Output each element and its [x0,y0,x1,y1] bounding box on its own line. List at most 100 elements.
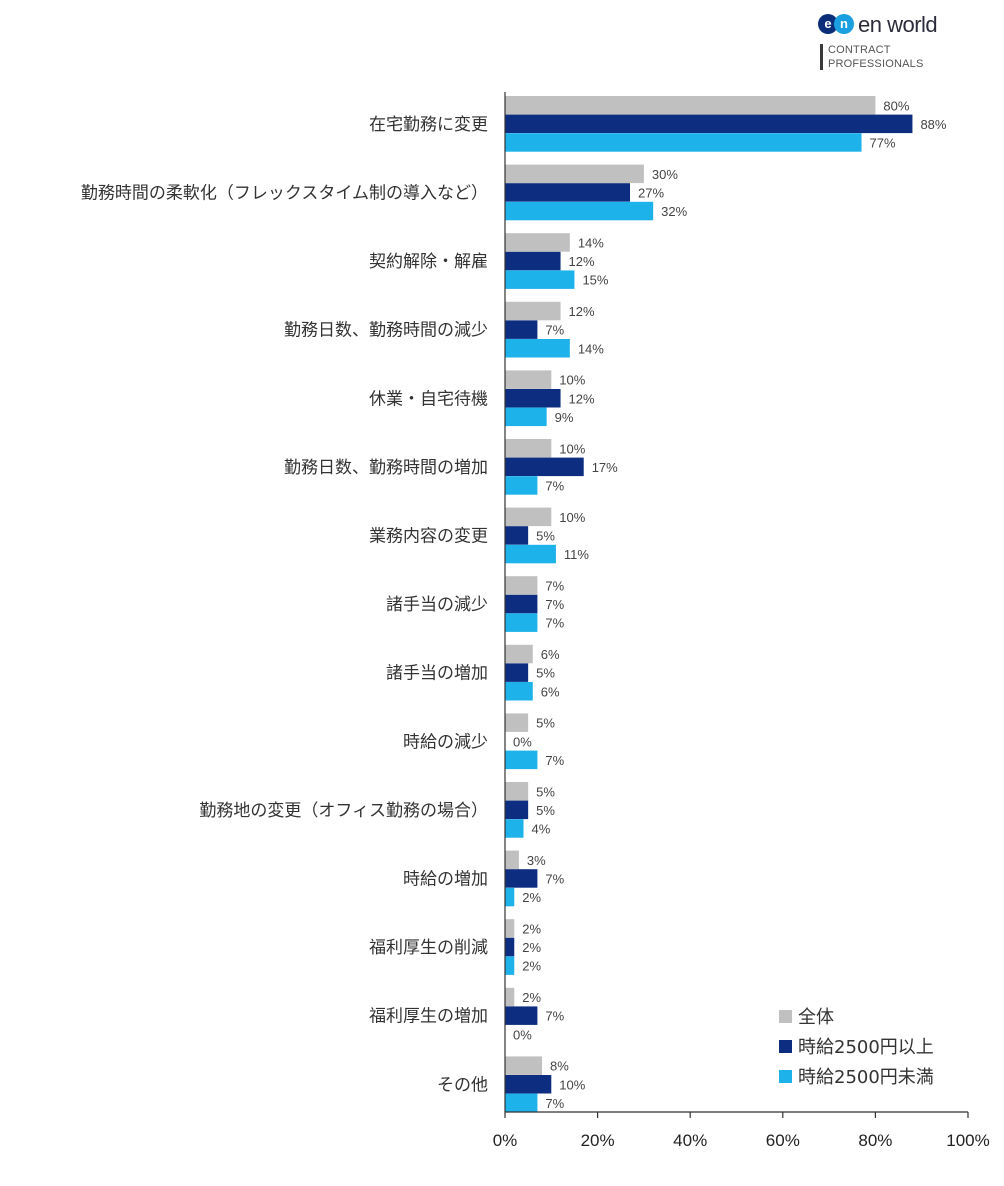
data-label: 7% [545,323,564,338]
logo-divider [820,44,823,70]
bar-series-2 [505,800,529,820]
data-label: 14% [578,235,604,250]
bar-series-3 [505,407,547,427]
data-label: 10% [559,441,585,456]
category-label: 勤務日数、勤務時間の減少 [284,321,488,341]
category-label: 時給の減少 [403,732,488,752]
category-label: 勤務地の変更（オフィス勤務の場合） [199,801,488,821]
data-label: 0% [513,734,532,749]
logo-subline-2: PROFESSIONALS [828,58,924,70]
legend-swatch-2 [779,1040,792,1053]
bar-series-1 [505,987,515,1007]
category-label: 福利厚生の増加 [369,1007,488,1027]
data-label: 3% [527,853,546,868]
bar-series-1 [505,370,552,389]
category-label: 在宅勤務に変更 [369,115,488,135]
logo-mark-n: n [834,14,854,34]
bar-series-3 [505,201,654,221]
data-label: 7% [545,871,564,886]
legend-label-2: 時給2500円以上 [798,1037,934,1058]
data-label: 12% [569,254,595,269]
bar-series-1 [505,96,876,115]
x-tick-label: 40% [673,1131,707,1150]
data-label: 88% [920,117,946,132]
category-label: 時給の増加 [403,869,488,889]
data-label: 80% [883,98,909,113]
data-label: 5% [536,716,555,731]
bar-series-1 [505,782,529,801]
data-label: 77% [870,135,896,150]
bar-series-1 [505,233,570,252]
bar-series-2 [505,251,561,271]
bar-series-2 [505,183,631,202]
bar-series-1 [505,576,538,595]
bar-series-2 [505,114,913,134]
data-label: 2% [522,959,541,974]
logo-subline-1: CONTRACT [828,44,891,56]
data-label: 17% [592,460,618,475]
x-tick-label: 100% [946,1131,989,1150]
bar-series-3 [505,750,538,770]
data-label: 12% [569,304,595,319]
data-label: 2% [522,990,541,1005]
category-label: 福利厚生の削減 [369,938,488,958]
bar-series-3 [505,613,538,632]
logo-mark-e: e [818,14,838,34]
bar-series-3 [505,819,524,838]
bar-series-1 [505,919,515,938]
data-label: 8% [550,1059,569,1074]
data-label: 7% [545,616,564,631]
bar-series-2 [505,1075,552,1094]
bars-group: 在宅勤務に変更 80% 88% 77% 勤務時間の柔軟化（フレックスタイム制の導入など）… [81,96,947,1113]
bar-series-2 [505,389,561,408]
x-tick-label: 0% [493,1131,518,1150]
bar-series-3 [505,1093,538,1113]
legend-swatch-3 [779,1070,792,1083]
legend-label-1: 全体 [798,1007,834,1028]
bar-series-2 [505,320,538,339]
bar-series-3 [505,133,862,152]
data-label: 12% [569,391,595,406]
data-label: 32% [661,204,687,219]
data-label: 5% [536,666,555,681]
bar-series-1 [505,439,552,458]
data-label: 11% [564,547,589,562]
bar-series-1 [505,644,533,664]
bar-series-2 [505,526,529,545]
category-label: 勤務日数、勤務時間の増加 [284,458,488,478]
bar-series-3 [505,339,570,358]
bar-series-2 [505,869,538,888]
data-label: 27% [638,185,664,200]
data-label: 9% [555,410,574,425]
data-label: 2% [522,890,541,905]
logo-wordmark: en world [858,12,938,37]
bar-series-1 [505,1056,543,1075]
bar-series-3 [505,887,515,907]
bar-series-3 [505,476,538,495]
bar-series-3 [505,956,515,975]
x-tick-label: 20% [581,1131,615,1150]
data-label: 7% [545,1009,564,1024]
category-label: 休業・自宅待機 [369,389,488,409]
data-label: 5% [536,528,555,543]
data-label: 10% [559,510,585,525]
data-label: 4% [532,821,551,836]
data-label: 14% [578,341,604,356]
category-label: 業務内容の変更 [369,526,488,546]
category-label: 諸手当の減少 [386,595,488,615]
data-label: 5% [536,803,555,818]
data-label: 6% [541,684,560,699]
data-label: 5% [536,784,555,799]
bar-series-3 [505,682,533,701]
legend-label-3: 時給2500円未満 [798,1067,934,1088]
bar-series-1 [505,164,644,184]
data-label: 2% [522,940,541,955]
x-tick-label: 60% [766,1131,800,1150]
data-label: 10% [559,1077,585,1092]
data-label: 7% [545,478,564,493]
x-tick-label: 80% [858,1131,892,1150]
bar-series-2 [505,457,584,477]
bar-series-3 [505,270,575,289]
